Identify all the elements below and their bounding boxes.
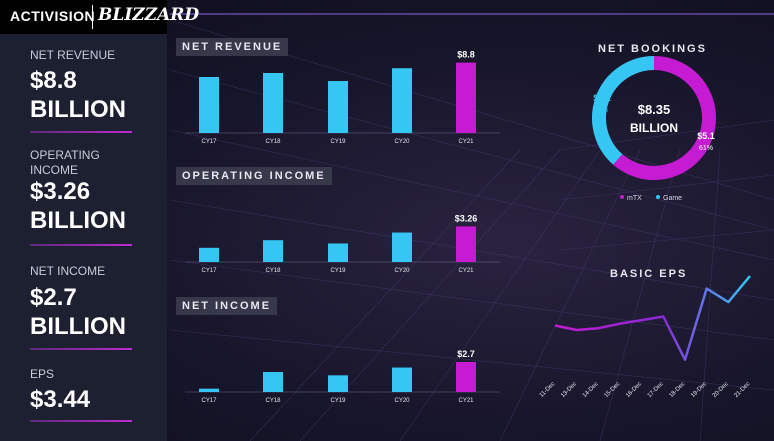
pie-slice-value-label: $3.2	[593, 93, 611, 103]
pie-slice-pct-label: 61%	[699, 145, 713, 152]
tick-label: CY17	[201, 398, 217, 404]
logo-divider	[92, 5, 93, 29]
tick-label: CY19	[330, 139, 346, 145]
net-revenue-unit: BILLION	[30, 96, 126, 123]
metric-separator	[30, 348, 132, 350]
metric-separator	[30, 131, 132, 133]
tick-label: CY20	[394, 139, 410, 145]
net-revenue-chart-title: NET REVENUE	[176, 38, 289, 56]
data-label: $8.8	[457, 50, 475, 60]
activision-logo: ACTIVISION	[10, 8, 96, 24]
net-income-value: $2.7	[30, 284, 77, 311]
bar-cy17	[199, 77, 219, 133]
eps-tick-label: 18-Dec	[668, 381, 686, 399]
pie-slice-game	[592, 56, 655, 165]
tick-label: CY17	[201, 268, 217, 274]
operating-income-label-1: OPERATING	[30, 148, 100, 162]
eps-tick-label: 17-Dec	[647, 381, 665, 399]
brand-logo: ACTIVISION BLIZZARD	[0, 0, 199, 34]
pie-center-value: $8.35	[638, 102, 671, 117]
bar-cy18	[263, 372, 283, 392]
net-income-chart-title: NET INCOME	[176, 297, 278, 315]
tick-label: CY19	[330, 268, 346, 274]
pie-slice-value-label: $5.1	[697, 131, 715, 141]
eps-tick-label: 14-Dec	[582, 381, 600, 399]
operating-income-value: $3.26	[30, 178, 91, 205]
eps-tick-label: 13-Dec	[560, 381, 578, 399]
data-label: $2.7	[457, 349, 475, 359]
tick-label: CY17	[201, 139, 217, 145]
bar-cy20	[392, 232, 412, 262]
eps-tick-label: 19-Dec	[690, 381, 708, 399]
legend-swatch-game	[656, 195, 660, 199]
tick-label: CY18	[265, 139, 281, 145]
basic-eps-chart-title: BASIC EPS	[610, 268, 688, 280]
bar-cy18	[263, 240, 283, 262]
bar-cy20	[392, 68, 412, 133]
bar-cy17	[199, 247, 219, 262]
bar-cy19	[328, 81, 348, 133]
eps-tick-label: 11-Dec	[539, 381, 557, 399]
tick-label: CY18	[265, 268, 281, 274]
net-revenue-label: NET REVENUE	[30, 48, 116, 62]
metric-separator	[30, 244, 132, 246]
operating-income-unit: BILLION	[30, 207, 126, 234]
eps-tick-label: 21-Dec	[733, 381, 751, 399]
bar-cy21	[456, 226, 476, 262]
bar-cy17	[199, 388, 219, 392]
tick-label: CY21	[458, 398, 474, 404]
eps-line	[554, 275, 751, 361]
pie-slice-pct-label: 39%	[594, 107, 608, 114]
sidebar: ACTIVISION BLIZZARD NET REVENUE $8.8 BIL…	[0, 0, 199, 441]
legend-swatch-mtx	[620, 195, 624, 199]
tick-label: CY20	[394, 268, 410, 274]
bar-cy21	[456, 62, 476, 133]
net-bookings-chart-title: NET BOOKINGS	[598, 43, 707, 55]
data-label: $3.26	[455, 213, 478, 223]
metric-separator	[30, 420, 132, 422]
eps-tick-label: 20-Dec	[712, 381, 730, 399]
operating-income-chart-title: OPERATING INCOME	[176, 167, 332, 185]
pie-center-unit: BILLION	[630, 121, 678, 135]
net-income-label: NET INCOME	[30, 264, 106, 278]
tick-label: CY18	[265, 398, 281, 404]
bar-cy19	[328, 243, 348, 262]
bar-cy18	[263, 73, 283, 133]
eps-label: EPS	[30, 367, 55, 381]
eps-value: $3.44	[30, 386, 91, 413]
tick-label: CY19	[330, 398, 346, 404]
legend-label-mtx: mTX	[627, 195, 642, 202]
net-revenue-value: $8.8	[30, 67, 77, 94]
eps-tick-label: 16-Dec	[625, 381, 643, 399]
bar-cy19	[328, 375, 348, 392]
tick-label: CY21	[458, 268, 474, 274]
eps-tick-label: 15-Dec	[603, 381, 621, 399]
legend-label-game: Game	[663, 195, 682, 202]
pie-slice-mtx	[613, 56, 716, 180]
tick-label: CY21	[458, 139, 474, 145]
net-income-unit: BILLION	[30, 313, 126, 340]
tick-label: CY20	[394, 398, 410, 404]
operating-income-label-2: INCOME	[30, 163, 78, 177]
bar-cy20	[392, 367, 412, 392]
blizzard-logo: BLIZZARD	[98, 5, 200, 25]
bar-cy21	[456, 362, 476, 392]
